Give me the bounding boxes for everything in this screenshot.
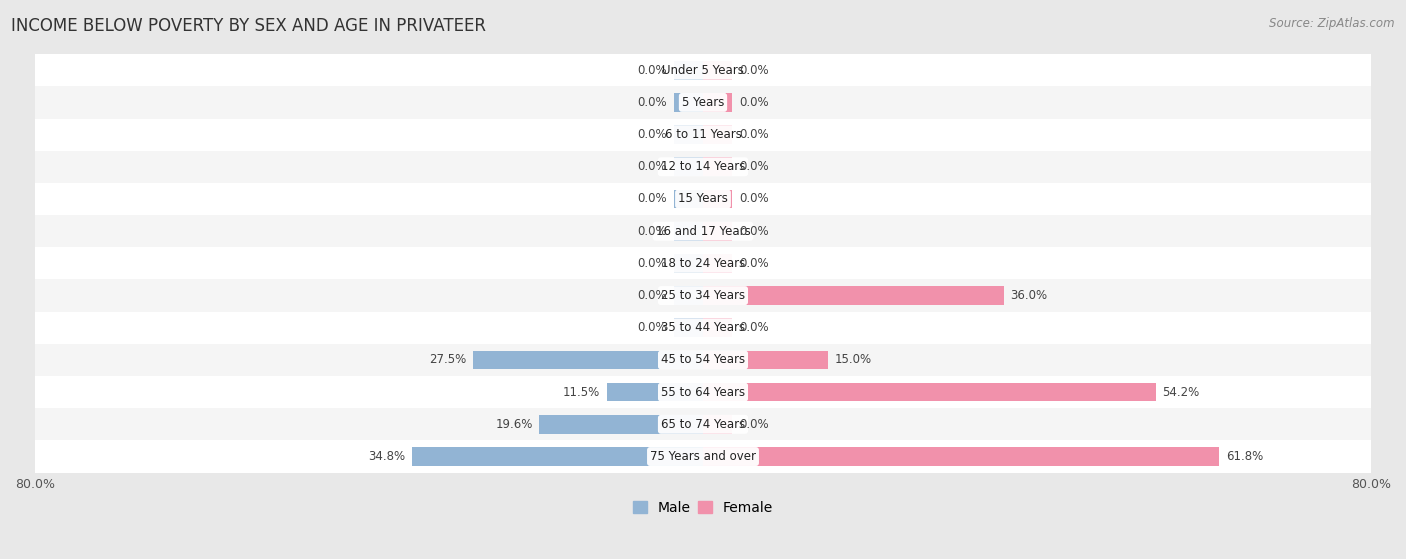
Bar	[703, 350, 828, 369]
Bar	[703, 125, 733, 144]
Bar	[673, 61, 703, 79]
Text: 11.5%: 11.5%	[562, 386, 600, 399]
Text: 36.0%: 36.0%	[1011, 289, 1047, 302]
Text: 0.0%: 0.0%	[637, 160, 666, 173]
Text: 0.0%: 0.0%	[740, 321, 769, 334]
Text: 34.8%: 34.8%	[368, 450, 406, 463]
Text: 27.5%: 27.5%	[429, 353, 467, 367]
Bar	[35, 54, 1371, 86]
Text: 18 to 24 Years: 18 to 24 Years	[661, 257, 745, 270]
Text: 0.0%: 0.0%	[740, 96, 769, 109]
Bar	[35, 86, 1371, 119]
Bar	[35, 312, 1371, 344]
Text: 16 and 17 Years: 16 and 17 Years	[655, 225, 751, 238]
Text: 15 Years: 15 Years	[678, 192, 728, 206]
Text: Source: ZipAtlas.com: Source: ZipAtlas.com	[1270, 17, 1395, 30]
Text: 0.0%: 0.0%	[740, 192, 769, 206]
Text: 75 Years and over: 75 Years and over	[650, 450, 756, 463]
Bar	[673, 286, 703, 305]
Text: 12 to 14 Years: 12 to 14 Years	[661, 160, 745, 173]
Bar	[703, 447, 1219, 466]
Bar	[703, 158, 733, 176]
Text: 0.0%: 0.0%	[740, 225, 769, 238]
Text: 0.0%: 0.0%	[637, 96, 666, 109]
Text: 19.6%: 19.6%	[495, 418, 533, 431]
Text: 0.0%: 0.0%	[740, 64, 769, 77]
Bar	[703, 415, 733, 434]
Bar	[474, 350, 703, 369]
Bar	[35, 151, 1371, 183]
Bar	[703, 286, 1004, 305]
Bar	[412, 447, 703, 466]
Bar	[540, 415, 703, 434]
Bar	[35, 119, 1371, 151]
Bar	[35, 183, 1371, 215]
Text: 0.0%: 0.0%	[637, 321, 666, 334]
Text: 45 to 54 Years: 45 to 54 Years	[661, 353, 745, 367]
Text: 0.0%: 0.0%	[637, 225, 666, 238]
Text: 54.2%: 54.2%	[1163, 386, 1199, 399]
Bar	[703, 254, 733, 273]
Text: 65 to 74 Years: 65 to 74 Years	[661, 418, 745, 431]
Bar	[35, 408, 1371, 440]
Text: 15.0%: 15.0%	[835, 353, 872, 367]
Text: 55 to 64 Years: 55 to 64 Years	[661, 386, 745, 399]
Text: 35 to 44 Years: 35 to 44 Years	[661, 321, 745, 334]
Bar	[35, 376, 1371, 408]
Bar	[607, 383, 703, 401]
Bar	[673, 222, 703, 240]
Text: 0.0%: 0.0%	[637, 192, 666, 206]
Bar	[35, 440, 1371, 472]
Text: 25 to 34 Years: 25 to 34 Years	[661, 289, 745, 302]
Text: 61.8%: 61.8%	[1226, 450, 1263, 463]
Bar	[673, 158, 703, 176]
Bar	[35, 344, 1371, 376]
Bar	[673, 93, 703, 112]
Text: 0.0%: 0.0%	[637, 289, 666, 302]
Legend: Male, Female: Male, Female	[627, 495, 779, 520]
Bar	[703, 93, 733, 112]
Bar	[35, 247, 1371, 280]
Text: 0.0%: 0.0%	[637, 128, 666, 141]
Bar	[35, 215, 1371, 247]
Bar	[673, 190, 703, 209]
Text: 0.0%: 0.0%	[740, 160, 769, 173]
Text: 0.0%: 0.0%	[637, 257, 666, 270]
Text: 0.0%: 0.0%	[637, 64, 666, 77]
Bar	[703, 222, 733, 240]
Bar	[35, 280, 1371, 312]
Text: 5 Years: 5 Years	[682, 96, 724, 109]
Bar	[673, 319, 703, 337]
Bar	[673, 125, 703, 144]
Text: 0.0%: 0.0%	[740, 128, 769, 141]
Bar	[673, 254, 703, 273]
Text: Under 5 Years: Under 5 Years	[662, 64, 744, 77]
Text: 0.0%: 0.0%	[740, 418, 769, 431]
Text: 6 to 11 Years: 6 to 11 Years	[665, 128, 741, 141]
Text: 0.0%: 0.0%	[740, 257, 769, 270]
Text: INCOME BELOW POVERTY BY SEX AND AGE IN PRIVATEER: INCOME BELOW POVERTY BY SEX AND AGE IN P…	[11, 17, 486, 35]
Bar	[703, 319, 733, 337]
Bar	[703, 190, 733, 209]
Bar	[703, 61, 733, 79]
Bar	[703, 383, 1156, 401]
